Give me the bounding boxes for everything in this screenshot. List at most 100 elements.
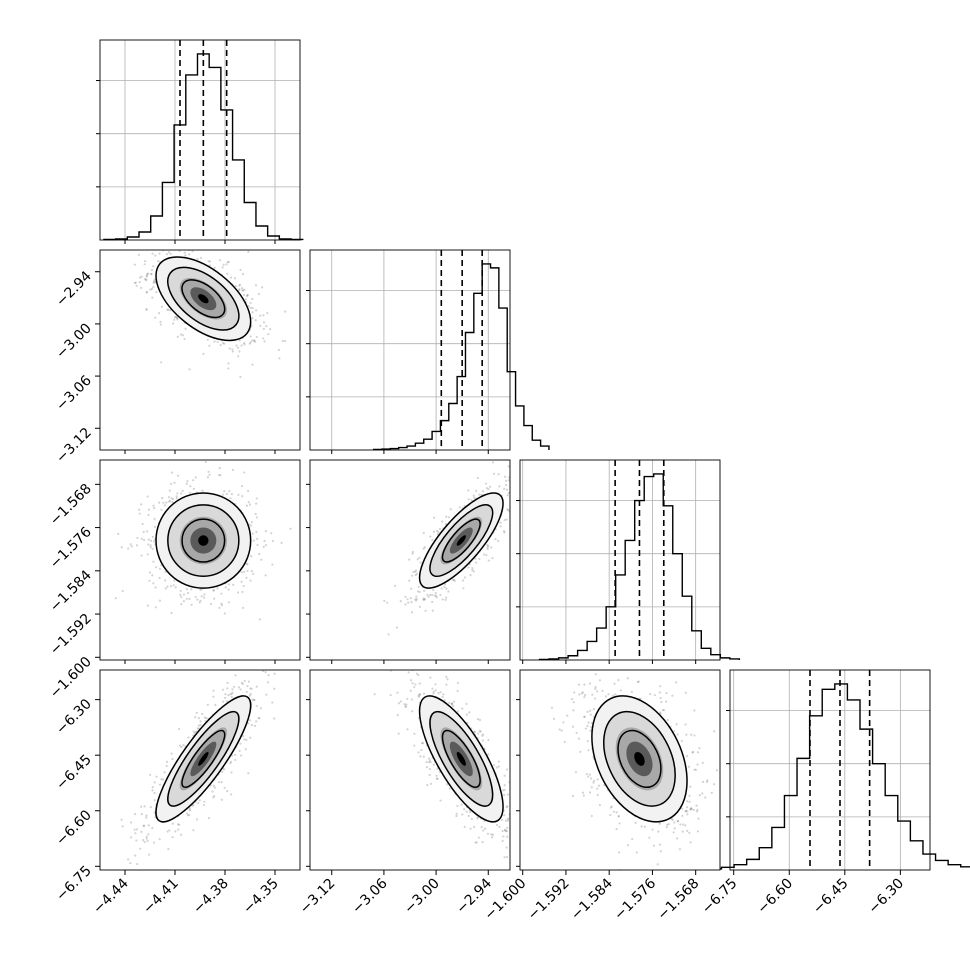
sample-point: [241, 606, 245, 609]
sample-point: [146, 273, 149, 276]
sample-point: [178, 250, 181, 253]
density-level-4: [198, 535, 209, 546]
sample-point: [199, 256, 203, 259]
sample-point: [417, 751, 420, 754]
contour-line-2: [441, 518, 481, 563]
sample-point: [254, 284, 258, 287]
sample-point: [705, 780, 709, 783]
sample-point: [248, 503, 252, 506]
sample-point: [497, 473, 500, 476]
sample-point: [685, 755, 689, 758]
sample-point: [517, 479, 519, 481]
sample-point: [208, 473, 211, 476]
sample-point: [506, 793, 510, 796]
sample-point: [688, 800, 691, 803]
sample-point: [245, 504, 249, 507]
sample-point: [516, 503, 518, 505]
sample-point: [517, 495, 519, 497]
sample-point: [479, 730, 482, 733]
sample-point: [422, 531, 425, 535]
sample-point: [589, 713, 592, 716]
sample-point: [176, 474, 180, 477]
sample-point: [422, 755, 425, 758]
sample-point: [202, 352, 205, 355]
sample-point: [147, 833, 150, 836]
sample-point: [414, 683, 417, 686]
sample-point: [696, 808, 699, 811]
sample-point: [178, 823, 181, 826]
sample-point: [171, 500, 174, 503]
sample-point: [223, 342, 226, 345]
sample-point: [182, 744, 185, 747]
sample-point: [149, 544, 152, 547]
sample-point: [155, 291, 158, 294]
sample-point: [515, 493, 517, 495]
sample-point: [255, 530, 258, 533]
sample-point: [262, 327, 265, 330]
sample-point: [497, 760, 500, 763]
sample-point: [225, 263, 228, 266]
sample-point: [151, 242, 153, 244]
sample-point: [506, 819, 510, 822]
sample-point: [409, 689, 412, 692]
sample-point: [494, 538, 497, 541]
sample-point: [146, 553, 149, 556]
sample-point: [154, 254, 157, 257]
sample-point: [146, 290, 149, 293]
sample-point: [490, 833, 493, 836]
sample-point: [151, 574, 154, 577]
sample-point: [176, 316, 179, 319]
sample-point: [252, 698, 255, 702]
sample-point: [410, 601, 413, 604]
sample-point: [229, 760, 233, 763]
sample-point: [443, 585, 446, 589]
sample-point: [159, 323, 162, 326]
sample-point: [427, 761, 430, 764]
sample-point: [154, 316, 157, 319]
sample-point: [147, 538, 151, 541]
sample-point: [428, 773, 431, 777]
sample-point: [143, 805, 146, 808]
sample-point: [693, 734, 696, 737]
sample-point: [486, 832, 490, 835]
sample-point: [456, 804, 459, 807]
sample-point: [675, 681, 678, 684]
sample-point: [399, 700, 402, 703]
scatter-panel-0-2: [99, 459, 301, 661]
sample-point: [255, 309, 258, 312]
sample-point: [165, 760, 169, 763]
sample-point: [216, 587, 219, 590]
scatter-panel-2-3: [519, 669, 721, 871]
sample-point: [164, 570, 167, 573]
sample-point: [418, 693, 422, 696]
sample-point: [218, 259, 222, 262]
sample-point: [240, 580, 243, 583]
sample-point: [260, 662, 262, 664]
sample-point: [505, 830, 509, 833]
sample-point: [277, 348, 280, 352]
sample-point: [429, 593, 432, 596]
sample-point: [154, 566, 158, 569]
sample-point: [176, 318, 179, 321]
sample-point: [278, 357, 281, 360]
sample-point: [236, 591, 240, 594]
sample-point: [470, 499, 473, 502]
sample-point: [445, 683, 448, 686]
contour-line-2: [181, 729, 226, 788]
sample-point: [247, 680, 250, 683]
contour-line-0: [418, 695, 504, 823]
sample-point: [194, 476, 197, 479]
sample-point: [154, 606, 157, 609]
sample-point: [226, 272, 229, 275]
sample-point: [202, 803, 206, 807]
sample-point: [244, 748, 247, 751]
sample-point: [514, 479, 516, 481]
sample-point: [439, 593, 442, 597]
sample-point: [609, 813, 612, 817]
sample-point: [248, 694, 251, 697]
sample-point: [552, 717, 556, 721]
sample-point: [253, 339, 256, 342]
sample-point: [685, 733, 688, 736]
sample-point: [249, 306, 252, 310]
sample-point: [264, 574, 267, 577]
